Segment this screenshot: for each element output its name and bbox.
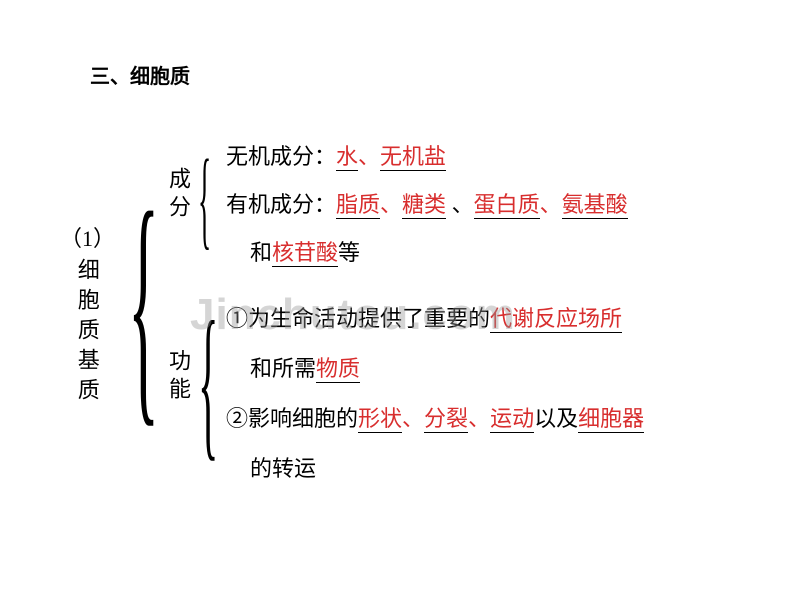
brace-diagram: （1） 细胞质基质 { 成分 { 功能 { 无机成分：水、无机盐 有机成分：脂质… — [90, 139, 730, 519]
line-organic-2: 和核苷酸等 — [250, 235, 360, 267]
line-func-1: ①为生命活动提供了重要的代谢反应场所 — [226, 301, 622, 333]
line-func-2: ②影响细胞的形状、分裂、运动以及细胞器 — [226, 401, 644, 433]
slide-content: 三、细胞质 （1） 细胞质基质 { 成分 { 功能 { 无机成分：水、无机盐 有… — [90, 60, 730, 519]
line-organic: 有机成分：脂质、糖类 、蛋白质、氨基酸 — [226, 187, 628, 219]
mid-label-gongneng: 功能 — [162, 349, 194, 405]
line-func-2b: 的转运 — [250, 451, 316, 483]
brace-gongneng: { — [198, 281, 218, 481]
mid-label-chengfen: 成分 — [162, 167, 194, 223]
brace-main: { — [128, 139, 159, 469]
item-number: （1） — [60, 224, 115, 254]
line-func-1b: 和所需物质 — [250, 351, 360, 383]
section-title: 三、细胞质 — [90, 60, 730, 89]
brace-chengfen: { — [198, 133, 211, 263]
line-inorganic: 无机成分：水、无机盐 — [226, 139, 446, 171]
left-label: （1） 细胞质基质 — [60, 224, 115, 408]
left-label-text: 细胞质基质 — [72, 258, 102, 408]
